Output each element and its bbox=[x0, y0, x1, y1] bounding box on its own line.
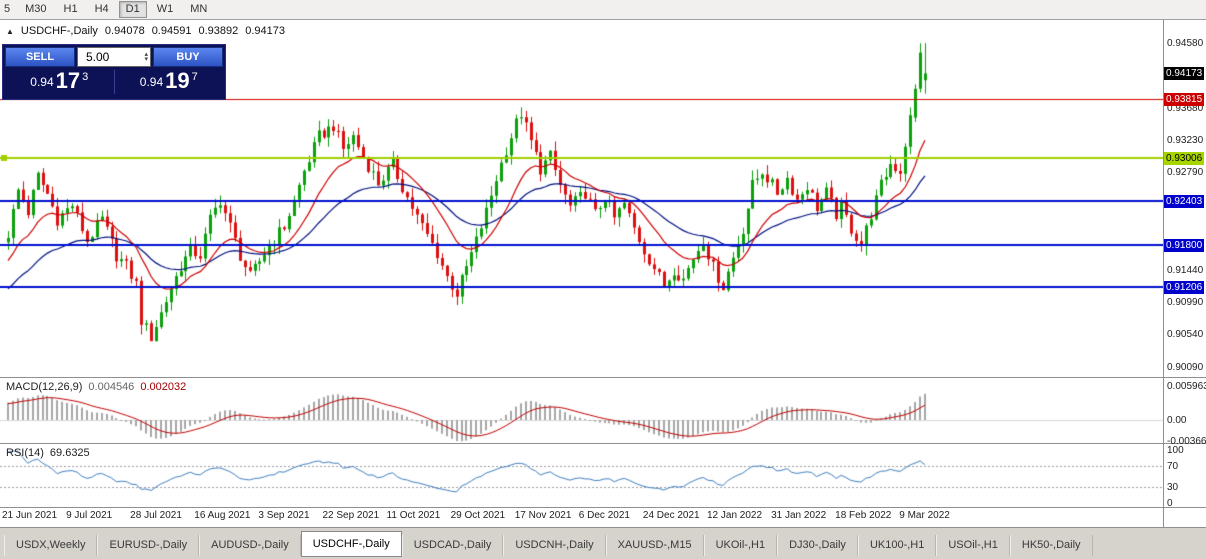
macd-main-value: 0.004546 bbox=[88, 381, 135, 393]
date-tick-label: 21 Jun 2021 bbox=[2, 510, 58, 521]
price-tick-label: 0.90540 bbox=[1167, 329, 1204, 341]
date-tick-label: 12 Jan 2022 bbox=[706, 510, 763, 521]
price-badge-091206: 0.91206 bbox=[1164, 281, 1204, 295]
date-axis-separator bbox=[0, 507, 1206, 508]
buy-price-base: 0.94 bbox=[139, 75, 164, 89]
date-tick-label: 11 Oct 2021 bbox=[386, 510, 441, 521]
date-tick-label: 3 Sep 2021 bbox=[258, 510, 310, 521]
macd-tick-label: 0.00 bbox=[1167, 415, 1187, 426]
ohlc-open: 0.94078 bbox=[104, 25, 145, 37]
ohlc-high: 0.94591 bbox=[151, 25, 192, 37]
macd-signal-value: 0.002032 bbox=[140, 381, 187, 393]
sell-price-sup: 3 bbox=[82, 71, 89, 83]
timeframe-button-h1[interactable]: H1 bbox=[63, 3, 78, 15]
price-badge-093815: 0.93815 bbox=[1164, 93, 1204, 107]
ohlc-low: 0.93892 bbox=[198, 25, 239, 37]
price-tick-label: 0.94580 bbox=[1167, 38, 1204, 49]
sell-price-base: 0.94 bbox=[30, 75, 54, 89]
sell-price-big: 17 bbox=[55, 68, 81, 93]
chart-header: ▲ USDCHF-,Daily 0.94078 0.94591 0.93892 … bbox=[6, 25, 285, 37]
chart-tab-usoil-h1[interactable]: USOil-,H1 bbox=[936, 535, 1010, 556]
date-tick-label: 9 Mar 2022 bbox=[899, 510, 950, 521]
chart-tab-usdchf-daily[interactable]: USDCHF-,Daily bbox=[300, 531, 402, 557]
spinner-up-icon[interactable]: ▴ bbox=[144, 51, 148, 58]
price-axis-separator bbox=[1163, 20, 1164, 527]
macd-tick-label: -0.003663 bbox=[1167, 435, 1206, 447]
rsi-name: RSI(14) bbox=[6, 447, 44, 459]
date-tick-label: 16 Aug 2021 bbox=[194, 510, 251, 521]
macd-panel-canvas[interactable] bbox=[0, 378, 1163, 443]
rsi-panel-canvas[interactable] bbox=[0, 444, 1163, 507]
chart-tabs: USDX,Weekly EURUSD-,Daily AUDUSD-,Daily USD… bbox=[0, 527, 1206, 559]
ohlc-close: 0.94173 bbox=[245, 25, 285, 37]
timeframe-button-5[interactable]: 5 bbox=[4, 3, 11, 15]
date-tick-label: 24 Dec 2021 bbox=[642, 510, 700, 521]
chart-symbol-label: USDCHF-,Daily bbox=[20, 25, 98, 37]
price-divider bbox=[113, 70, 115, 94]
sell-button[interactable]: SELL bbox=[5, 47, 75, 67]
timeframe-toolbar: 5 M30 H1 H4 D1 W1 MN bbox=[0, 0, 1206, 20]
macd-title: MACD(12,26,9) 0.004546 0.002032 bbox=[6, 381, 186, 393]
price-tick-label: 0.90090 bbox=[1167, 361, 1204, 373]
price-badge-092403: 0.92403 bbox=[1164, 195, 1204, 209]
date-tick-label: 17 Nov 2021 bbox=[514, 510, 572, 521]
chart-tab-usdx-weekly[interactable]: USDX,Weekly bbox=[4, 535, 98, 556]
date-tick-label: 18 Feb 2022 bbox=[835, 510, 892, 521]
rsi-panel-separator[interactable] bbox=[0, 443, 1206, 444]
price-tick-label: 0.90990 bbox=[1167, 297, 1204, 309]
buy-price-big: 19 bbox=[165, 68, 190, 93]
date-tick-label: 28 Jul 2021 bbox=[130, 510, 182, 521]
price-tick-label: 0.92790 bbox=[1167, 167, 1204, 179]
volume-field[interactable]: 5.00 ▴ ▾ bbox=[77, 47, 151, 67]
volume-spinner[interactable]: ▴ ▾ bbox=[144, 51, 148, 63]
chart-tab-usdcnh-daily[interactable]: USDCNH-,Daily bbox=[503, 535, 606, 556]
date-tick-label: 9 Jul 2021 bbox=[66, 510, 113, 521]
rsi-tick-label: 0 bbox=[1167, 498, 1173, 509]
chart-tab-audusd-daily[interactable]: AUDUSD-,Daily bbox=[199, 535, 301, 556]
symbol-marker-icon: ▲ bbox=[6, 26, 14, 36]
timeframe-button-d1[interactable]: D1 bbox=[118, 1, 147, 18]
buy-price[interactable]: 0.94 19 7 bbox=[115, 68, 224, 93]
macd-tick-label: 0.005963 bbox=[1167, 380, 1206, 392]
date-tick-label: 22 Sep 2021 bbox=[322, 510, 380, 521]
volume-value[interactable]: 5.00 bbox=[86, 50, 110, 64]
date-tick-label: 29 Oct 2021 bbox=[450, 510, 506, 521]
rsi-title: RSI(14) 69.6325 bbox=[6, 447, 90, 459]
price-tick-label: 0.93680 bbox=[1167, 102, 1204, 114]
chart-tab-hk50-daily[interactable]: HK50-,Daily bbox=[1009, 535, 1093, 556]
price-badge-094173: 0.94173 bbox=[1164, 67, 1204, 81]
chart-tab-usdcad-daily[interactable]: USDCAD-,Daily bbox=[401, 535, 504, 556]
spinner-down-icon[interactable]: ▾ bbox=[144, 56, 148, 63]
timeframe-button-m30[interactable]: M30 bbox=[25, 3, 47, 15]
price-tick-label: 0.93230 bbox=[1167, 135, 1204, 147]
timeframe-button-h4[interactable]: H4 bbox=[94, 3, 109, 15]
chart-tab-eurusd-daily[interactable]: EURUSD-,Daily bbox=[97, 535, 200, 556]
date-tick-label: 31 Jan 2022 bbox=[771, 510, 827, 521]
one-click-trade-panel: SELL 5.00 ▴ ▾ BUY 0.94 17 3 0.94 19 7 bbox=[2, 44, 226, 100]
buy-button[interactable]: BUY bbox=[153, 47, 223, 67]
chart-tab-xauusd-m15[interactable]: XAUUSD-,M15 bbox=[605, 535, 704, 556]
buy-price-sup: 7 bbox=[191, 71, 198, 83]
rsi-value: 69.6325 bbox=[49, 447, 90, 459]
sell-price[interactable]: 0.94 17 3 bbox=[5, 68, 114, 93]
macd-name: MACD(12,26,9) bbox=[6, 381, 83, 393]
chart-tab-ukoil-h1[interactable]: UKOil-,H1 bbox=[703, 535, 778, 556]
price-tick-label: 0.91440 bbox=[1167, 264, 1204, 276]
macd-panel-separator[interactable] bbox=[0, 377, 1206, 378]
rsi-tick-label: 100 bbox=[1167, 445, 1184, 456]
chart-tab-dj30-daily[interactable]: DJ30-,Daily bbox=[777, 535, 858, 556]
chart-tab-uk100-h1[interactable]: UK100-,H1 bbox=[857, 535, 937, 556]
rsi-tick-label: 30 bbox=[1167, 482, 1179, 494]
rsi-tick-label: 70 bbox=[1167, 460, 1179, 472]
timeframe-button-mn[interactable]: MN bbox=[190, 3, 208, 15]
price-badge-093006: 0.93006 bbox=[1164, 151, 1204, 165]
price-badge-091800: 0.91800 bbox=[1164, 238, 1204, 252]
date-tick-label: 6 Dec 2021 bbox=[578, 510, 630, 521]
timeframe-button-w1[interactable]: W1 bbox=[156, 3, 174, 15]
